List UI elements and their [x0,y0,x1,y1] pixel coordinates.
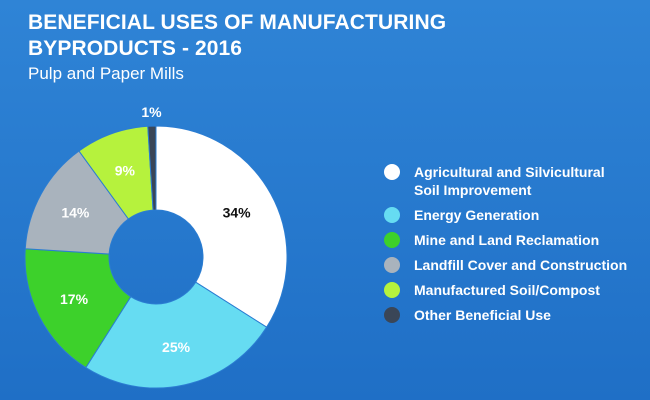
slice-value-label-2: 17% [60,291,89,307]
legend-swatch-2 [384,232,400,248]
chart-subtitle: Pulp and Paper Mills [28,64,184,83]
legend-item-5: Other Beneficial Use [384,306,644,324]
legend-item-4: Manufactured Soil/Compost [384,281,644,299]
legend-swatch-5 [384,307,400,323]
slice-value-label-0: 34% [223,205,252,221]
legend-item-0: Agricultural and Silvicultural Soil Impro… [384,163,644,199]
legend-item-3: Landfill Cover and Construction [384,256,644,274]
legend-label-2: Mine and Land Reclamation [414,232,600,248]
legend-label-5: Other Beneficial Use [414,307,551,323]
legend-swatch-0 [384,164,400,180]
legend-label-0: Agricultural and Silvicultural Soil Impro… [414,164,605,198]
legend-item-2: Mine and Land Reclamation [384,231,644,249]
legend-swatch-1 [384,207,400,223]
legend: Agricultural and Silvicultural Soil Impro… [384,163,644,331]
legend-label-4: Manufactured Soil/Compost [414,282,600,298]
slice-value-label-5: 1% [141,104,162,120]
chart-title: BENEFICIAL USES OF MANUFACTURING BYPRODU… [28,10,446,62]
donut-slice-2 [24,248,132,369]
slice-value-label-3: 14% [61,205,90,221]
donut-slice-5 [147,125,157,211]
legend-item-1: Energy Generation [384,206,644,224]
legend-swatch-4 [384,282,400,298]
donut-slice-1 [85,281,268,389]
donut-slice-3 [24,150,130,255]
legend-label-1: Energy Generation [414,207,540,223]
donut-slice-0 [155,125,288,328]
chart-title-line-1: BENEFICIAL USES OF MANUFACTURING [28,11,447,34]
legend-label-3: Landfill Cover and Construction [414,257,628,273]
chart-title-line-2: BYPRODUCTS - 2016 [28,37,243,60]
slice-value-label-4: 9% [115,162,136,178]
legend-swatch-3 [384,257,400,273]
slice-value-label-1: 25% [162,339,191,355]
